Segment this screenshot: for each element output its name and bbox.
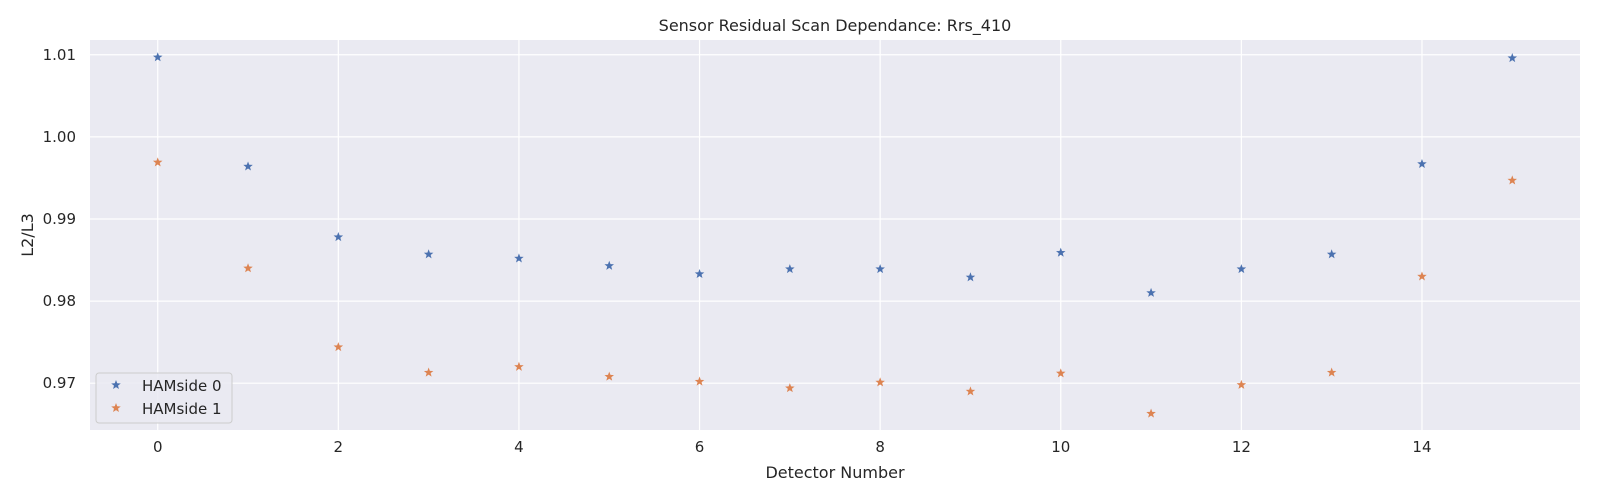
series-hamside-1 (152, 157, 1518, 418)
data-point-hamside-0 (965, 272, 976, 282)
data-point-hamside-1 (1417, 271, 1427, 281)
x-tick-label: 4 (514, 438, 524, 456)
data-point-hamside-0 (152, 52, 163, 62)
legend-star-hamside-1 (111, 403, 121, 413)
tick-labels: 0 2 4 6 8 10 12 14 0.97 0.98 0.99 1.00 1.01 (43, 46, 1432, 456)
data-point-hamside-1 (965, 386, 976, 396)
x-tick-label: 6 (695, 438, 705, 456)
data-point-hamside-0 (243, 161, 253, 171)
series-hamside-0 (152, 52, 1518, 297)
legend-marker-hamside-1 (111, 403, 121, 413)
legend-label-hamside-1: HAMside 1 (142, 400, 222, 418)
x-tick-label: 10 (1051, 438, 1070, 456)
y-axis-label: L2/L3 (18, 213, 37, 257)
data-point-hamside-1 (1146, 408, 1156, 418)
y-tick-label: 1.01 (43, 46, 76, 64)
data-point-hamside-0 (333, 232, 344, 242)
data-point-hamside-1 (875, 377, 885, 387)
legend: HAMside 0 HAMside 1 (95, 372, 233, 424)
data-point-hamside-0 (1417, 158, 1427, 169)
data-point-hamside-0 (1507, 53, 1518, 63)
plot-area (90, 40, 1580, 430)
data-point-hamside-0 (694, 269, 705, 279)
x-tick-label: 14 (1412, 438, 1431, 456)
data-point-hamside-0 (604, 260, 614, 270)
data-point-hamside-1 (1326, 367, 1337, 377)
legend-entry-hamside-1: HAMside 1 (111, 400, 222, 418)
data-point-hamside-0 (1146, 287, 1156, 297)
legend-box (95, 372, 233, 424)
data-point-hamside-0 (423, 249, 434, 259)
legend-star-hamside-0 (111, 380, 121, 390)
y-tick-label: 0.97 (43, 374, 76, 392)
data-point-hamside-0 (1326, 249, 1337, 259)
data-point-hamside-1 (152, 157, 163, 167)
data-point-hamside-1 (785, 383, 795, 393)
data-points (152, 52, 1518, 418)
y-tick-label: 0.99 (43, 210, 76, 228)
x-tick-label: 12 (1232, 438, 1251, 456)
data-point-hamside-0 (875, 264, 885, 274)
data-point-hamside-1 (243, 263, 253, 273)
data-point-hamside-0 (1056, 247, 1066, 257)
chart-title: Sensor Residual Scan Dependance: Rrs_410 (659, 16, 1012, 36)
legend-label-hamside-0: HAMside 0 (142, 377, 222, 395)
data-point-hamside-1 (333, 342, 344, 352)
data-point-hamside-1 (694, 376, 705, 386)
data-point-hamside-0 (514, 253, 524, 263)
legend-marker-hamside-0 (111, 380, 121, 390)
x-tick-label: 0 (153, 438, 163, 456)
data-point-hamside-0 (785, 264, 795, 274)
x-tick-label: 2 (334, 438, 344, 456)
grid-lines (90, 40, 1580, 430)
y-tick-label: 0.98 (43, 292, 76, 310)
data-point-hamside-1 (1507, 175, 1518, 185)
data-point-hamside-1 (514, 361, 524, 371)
legend-entry-hamside-0: HAMside 0 (111, 377, 222, 395)
data-point-hamside-1 (604, 371, 614, 381)
data-point-hamside-1 (423, 367, 434, 377)
y-tick-label: 1.00 (43, 128, 76, 146)
x-axis-label: Detector Number (765, 463, 905, 482)
data-point-hamside-1 (1056, 368, 1066, 378)
data-point-hamside-1 (1236, 379, 1247, 389)
data-point-hamside-0 (1236, 264, 1247, 274)
x-tick-label: 8 (875, 438, 885, 456)
